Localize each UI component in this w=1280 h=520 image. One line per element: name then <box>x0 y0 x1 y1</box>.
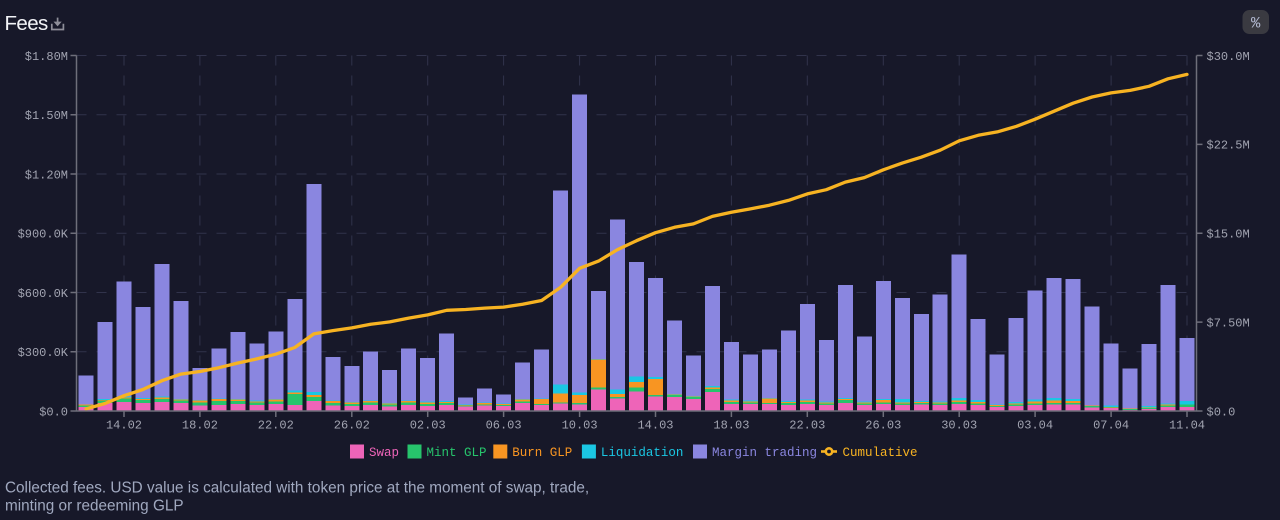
svg-text:18.02: 18.02 <box>182 419 218 433</box>
svg-text:26.02: 26.02 <box>334 419 370 433</box>
svg-text:Collected fees. USD value is c: Collected fees. USD value is calculated … <box>5 480 589 497</box>
svg-text:Swap: Swap <box>369 446 399 460</box>
svg-text:$7.50M: $7.50M <box>1207 316 1250 330</box>
svg-text:03.04: 03.04 <box>1017 419 1053 433</box>
svg-text:10.03: 10.03 <box>562 419 598 433</box>
svg-text:$22.5M: $22.5M <box>1207 139 1250 153</box>
svg-text:11.04: 11.04 <box>1169 419 1205 433</box>
svg-text:07.04: 07.04 <box>1093 419 1129 433</box>
svg-text:$600.0K: $600.0K <box>18 287 69 301</box>
svg-text:$30.0M: $30.0M <box>1207 50 1250 64</box>
svg-text:$15.0M: $15.0M <box>1207 228 1250 242</box>
svg-text:%: % <box>1251 15 1261 33</box>
svg-text:Burn GLP: Burn GLP <box>512 446 572 460</box>
svg-text:Fees: Fees <box>5 12 49 35</box>
svg-text:06.03: 06.03 <box>486 419 522 433</box>
svg-text:18.03: 18.03 <box>713 419 749 433</box>
svg-text:$1.80M: $1.80M <box>25 50 68 64</box>
svg-text:Margin trading: Margin trading <box>712 446 817 460</box>
svg-text:Liquidation: Liquidation <box>601 446 684 460</box>
svg-text:26.03: 26.03 <box>865 419 901 433</box>
svg-text:Cumulative: Cumulative <box>843 446 918 460</box>
svg-text:$0.0: $0.0 <box>39 405 68 419</box>
svg-text:$300.0K: $300.0K <box>18 346 69 360</box>
svg-text:$900.0K: $900.0K <box>18 228 69 242</box>
svg-text:minting or redeeming GLP: minting or redeeming GLP <box>5 498 184 515</box>
svg-text:14.03: 14.03 <box>637 419 673 433</box>
svg-text:22.02: 22.02 <box>258 419 294 433</box>
svg-text:$1.50M: $1.50M <box>25 109 68 123</box>
svg-text:Mint GLP: Mint GLP <box>427 446 487 460</box>
svg-text:14.02: 14.02 <box>106 419 142 433</box>
svg-text:30.03: 30.03 <box>941 419 977 433</box>
svg-text:22.03: 22.03 <box>789 419 825 433</box>
svg-text:$0.0: $0.0 <box>1207 405 1236 419</box>
svg-text:$1.20M: $1.20M <box>25 168 68 182</box>
svg-text:02.03: 02.03 <box>410 419 446 433</box>
